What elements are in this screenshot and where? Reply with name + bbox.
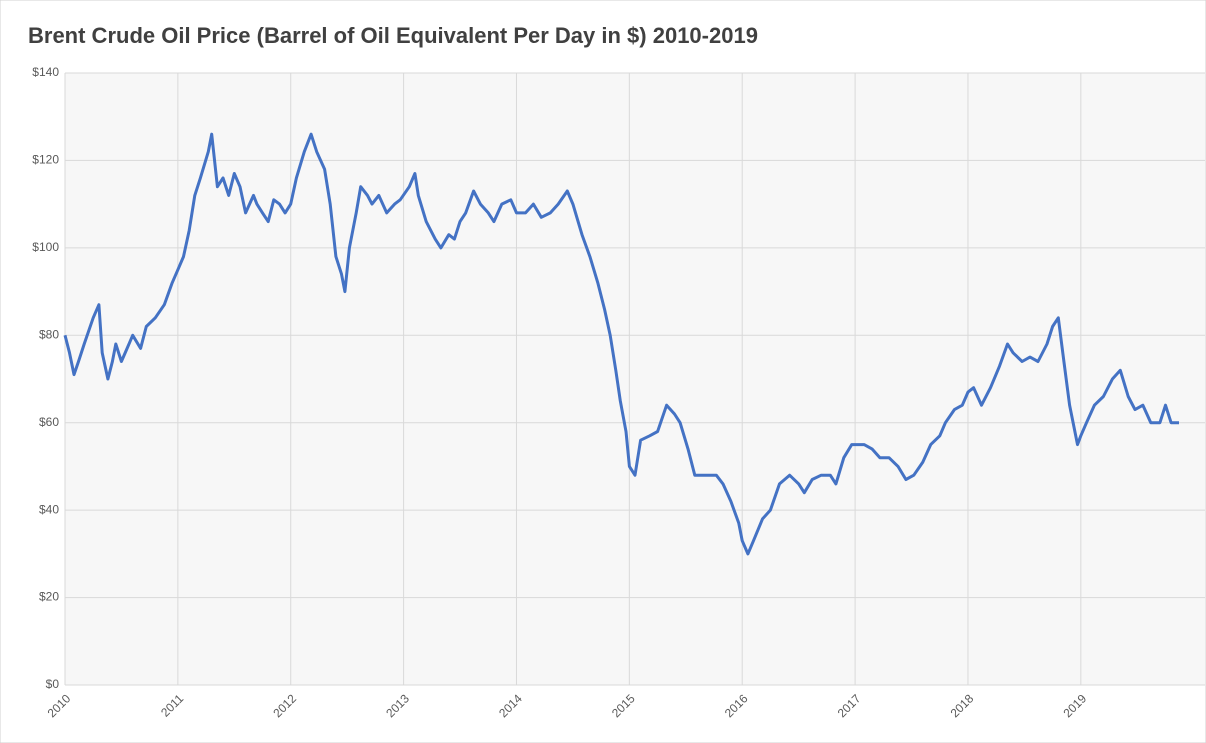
plot-area: [65, 73, 1205, 685]
y-tick-label: $20: [39, 590, 59, 604]
line-series: [63, 132, 1179, 556]
y-tick-label: $80: [39, 327, 59, 341]
y-tick-label: $60: [39, 415, 59, 429]
chart-title: Brent Crude Oil Price (Barrel of Oil Equ…: [28, 23, 758, 48]
y-tick-label: $100: [32, 240, 59, 254]
y-tick-label: $120: [32, 153, 59, 167]
y-tick-label: $0: [46, 677, 60, 691]
y-tick-label: $40: [39, 502, 59, 516]
y-tick-label: $140: [32, 65, 59, 79]
